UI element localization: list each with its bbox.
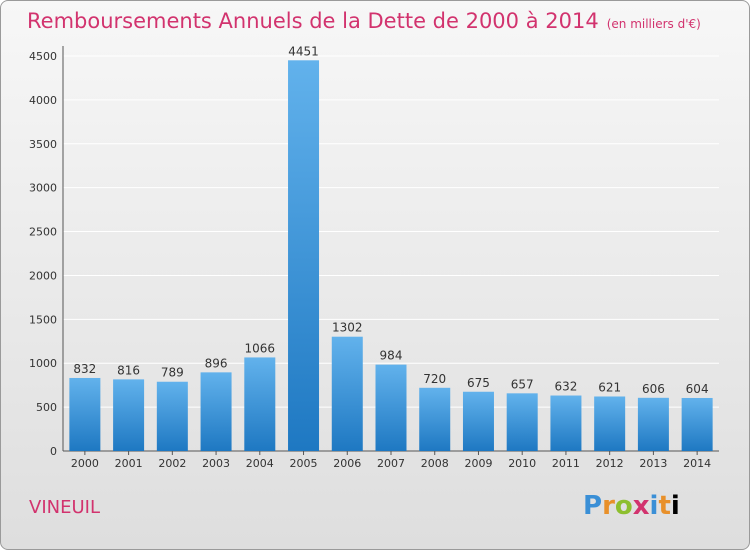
x-tick-labels: 2000 2001 2002 2003 2004 2005 2006 2007 2008 2009…: [71, 457, 711, 470]
chart-subtitle: (en milliers d'€): [606, 17, 701, 31]
bar: [637, 397, 669, 451]
y-tick-labels: 0 500 1000 1500 2000 2500 3000 3500 4000 4500: [29, 50, 57, 458]
data-labels: 832 816 789 896 1066 4451 1302 984 720 675 657 632 6…: [73, 44, 708, 396]
x-tick-label: 2013: [639, 457, 667, 470]
bar: [69, 377, 101, 451]
data-label: 606: [642, 382, 665, 396]
x-tick-label: 2014: [683, 457, 711, 470]
data-label: 621: [598, 380, 621, 394]
data-label: 789: [161, 366, 184, 380]
data-label: 832: [73, 362, 96, 376]
bar: [200, 372, 232, 451]
x-tick-label: 2006: [333, 457, 361, 470]
bar: [506, 393, 538, 451]
proxiti-logo[interactable]: Proxiti: [583, 491, 680, 521]
y-tick-label: 3500: [29, 138, 57, 151]
bar: [156, 381, 188, 451]
bar: [244, 357, 276, 451]
y-tick-label: 1000: [29, 357, 57, 370]
data-label: 657: [511, 377, 534, 391]
bar: [375, 364, 407, 451]
data-label: 4451: [288, 44, 319, 58]
x-tick-label: 2009: [464, 457, 492, 470]
data-label: 632: [554, 380, 577, 394]
logo-letter: i: [649, 491, 659, 521]
title-text: Remboursements Annuels de la Dette de 20…: [27, 9, 599, 33]
logo-letter: t: [658, 491, 671, 521]
bar: [594, 396, 626, 451]
logo-letter: i: [670, 491, 680, 521]
y-tick-label: 4000: [29, 94, 57, 107]
bar: [331, 336, 363, 451]
data-label: 604: [686, 382, 709, 396]
y-tick-label: 4500: [29, 50, 57, 63]
logo-letter: r: [602, 491, 615, 521]
y-tick-label: 1500: [29, 313, 57, 326]
commune-name: VINEUIL: [29, 497, 100, 518]
bar: [288, 60, 320, 451]
data-label: 1066: [245, 341, 276, 355]
x-tick-label: 2002: [158, 457, 186, 470]
bar: [419, 387, 451, 451]
bars: [69, 60, 713, 455]
x-tick-label: 2003: [202, 457, 230, 470]
x-tick-label: 2004: [246, 457, 274, 470]
logo-letter: P: [583, 491, 603, 521]
x-tick-label: 2007: [377, 457, 405, 470]
data-label: 896: [205, 356, 228, 370]
y-tick-label: 500: [36, 401, 57, 414]
data-label: 984: [380, 349, 403, 363]
y-tick-label: 0: [50, 445, 57, 458]
y-tick-label: 3000: [29, 182, 57, 195]
x-tick-label: 2012: [596, 457, 624, 470]
x-tick-label: 2011: [552, 457, 580, 470]
data-label: 720: [423, 372, 446, 386]
data-label: 816: [117, 363, 140, 377]
logo-letter: x: [632, 491, 650, 521]
bar: [681, 397, 713, 451]
y-tick-label: 2500: [29, 226, 57, 239]
x-tick-label: 2000: [71, 457, 99, 470]
logo-letter: o: [614, 491, 633, 521]
bar: [462, 391, 494, 451]
bar: [550, 395, 582, 451]
chart-title: Remboursements Annuels de la Dette de 20…: [27, 9, 701, 33]
data-label: 1302: [332, 321, 363, 335]
bar: [113, 379, 145, 451]
data-label: 675: [467, 376, 490, 390]
x-tick-label: 2008: [421, 457, 449, 470]
y-tick-label: 2000: [29, 269, 57, 282]
x-tick-label: 2010: [508, 457, 536, 470]
x-tick-label: 2001: [115, 457, 143, 470]
x-tick-label: 2005: [290, 457, 318, 470]
